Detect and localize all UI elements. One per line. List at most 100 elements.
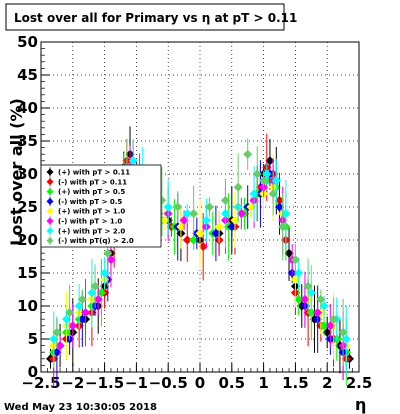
data-point (325, 321, 335, 331)
x-tick-label: 1.5 (282, 374, 309, 392)
legend-marker (46, 207, 54, 215)
data-point (322, 327, 332, 337)
data-point (205, 202, 215, 212)
data-point (93, 294, 103, 304)
data-point (211, 228, 221, 238)
data-point (313, 308, 323, 318)
x-tick-label: 2.5 (346, 374, 373, 392)
legend-marker (46, 217, 54, 225)
data-point (246, 202, 256, 212)
y-tick-label: 5 (28, 330, 38, 348)
x-tick-labels: −2.5 −2 −1.5 −1 −0.5 0 0.5 1 1.5 2 2.5 (21, 374, 372, 392)
legend-marker (46, 227, 54, 235)
data-point (319, 301, 329, 311)
data-point (65, 308, 75, 318)
data-point (290, 255, 300, 265)
y-tick-label: 20 (17, 231, 38, 249)
data-point (68, 321, 78, 331)
data-point (214, 222, 224, 232)
y-tick-label: 45 (17, 66, 38, 84)
data-point (262, 169, 272, 179)
data-point (243, 149, 253, 159)
y-tick-label: 0 (28, 363, 38, 381)
x-tick-label: 2 (322, 374, 332, 392)
data-point (179, 215, 189, 225)
data-point (182, 235, 192, 245)
y-tick-label: 40 (17, 99, 38, 117)
footer-timestamp: Wed May 23 10:30:05 2018 (4, 402, 157, 413)
data-point (61, 314, 71, 324)
y-tick-label: 25 (17, 198, 38, 216)
data-point (128, 156, 138, 166)
y-tick-label: 50 (17, 33, 38, 51)
data-point (160, 215, 170, 225)
x-tick-label: 1 (258, 374, 268, 392)
data-point (74, 301, 84, 311)
data-point (77, 294, 87, 304)
legend-marker (46, 168, 54, 176)
data-point (300, 294, 310, 304)
x-tick-label: −2.5 (21, 374, 60, 392)
x-tick-label: −1.5 (85, 374, 124, 392)
legend-label: (+) with pT > 0.11 (58, 169, 130, 177)
x-tick-label: 0.5 (219, 374, 246, 392)
data-point (319, 321, 329, 331)
data-point (220, 195, 230, 205)
legend-label: (-) with pT > 0.5 (58, 198, 122, 206)
data-point (55, 341, 65, 351)
data-point (294, 294, 304, 304)
data-point (303, 281, 313, 291)
data-point (87, 288, 97, 298)
data-point (100, 268, 110, 278)
data-point (173, 202, 183, 212)
data-point (281, 209, 291, 219)
data-point (103, 248, 113, 258)
chart-title: Lost over all for Primary vs η at pT > 0… (14, 11, 297, 25)
legend-label: (-) with pT > 0.11 (58, 178, 127, 186)
legend-marker (46, 178, 54, 186)
y-tick-label: 15 (17, 264, 38, 282)
data-point (290, 275, 300, 285)
data-point (195, 228, 205, 238)
data-point (106, 255, 116, 265)
data-point (259, 176, 269, 186)
y-tick-label: 30 (17, 165, 38, 183)
legend-box (40, 164, 162, 248)
y-tick-label: 35 (17, 132, 38, 150)
data-point (341, 334, 351, 344)
data-point (268, 189, 278, 199)
legend-label: (+) with pT > 1.0 (58, 208, 125, 216)
x-tick-label: −2 (61, 374, 84, 392)
x-tick-label: −1 (125, 374, 148, 392)
data-point (236, 209, 246, 219)
legend-label: (+) with pT > 2.0 (58, 227, 125, 235)
data-point (338, 327, 348, 337)
data-point (163, 202, 173, 212)
data-point (294, 268, 304, 278)
legend-label: (+) with pT > 0.5 (58, 188, 125, 196)
x-tick-label: −0.5 (149, 374, 188, 392)
data-point (77, 314, 87, 324)
data-point (176, 222, 186, 232)
data-point (182, 209, 192, 219)
legend-marker (46, 197, 54, 205)
data-point (306, 288, 316, 298)
data-point (90, 281, 100, 291)
data-point (271, 176, 281, 186)
data-point (329, 314, 339, 324)
data-point (49, 334, 59, 344)
data-point (189, 209, 199, 219)
data-point (52, 347, 62, 357)
x-axis-title: η (355, 395, 366, 414)
data-point (275, 202, 284, 212)
y-tick-labels: 0 5 10 15 20 25 30 35 40 45 50 (17, 33, 38, 381)
y-axis-title: Lost over all (%) (7, 98, 26, 246)
data-point (227, 222, 237, 232)
data-point (81, 308, 91, 318)
y-tick-label: 10 (17, 297, 38, 315)
data-point (252, 169, 262, 179)
data-point (278, 222, 288, 232)
x-tick-label: 0 (195, 374, 205, 392)
title-box (5, 3, 285, 31)
